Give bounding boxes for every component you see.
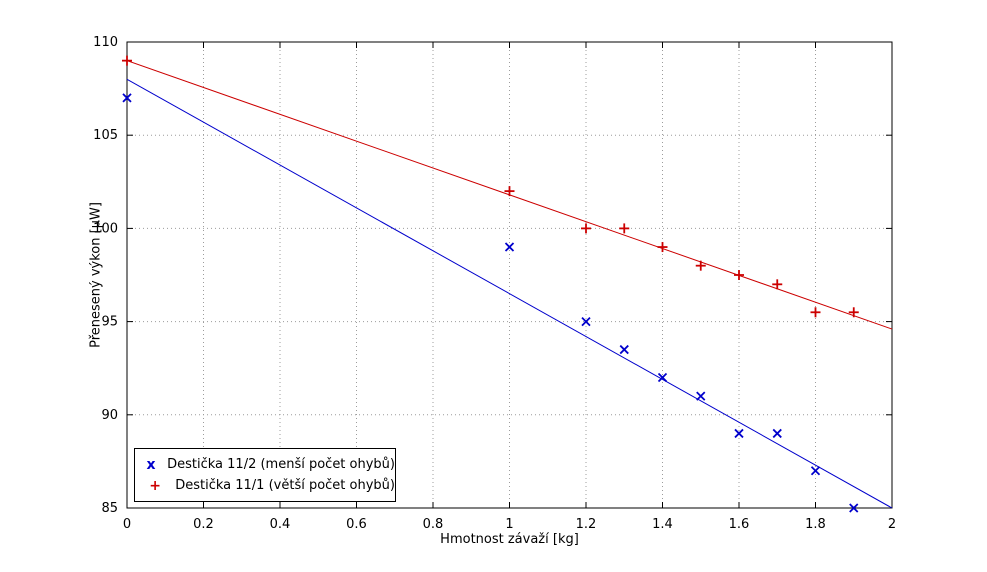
legend-label: Destička 11/2 (menší počet ohybů) — [167, 457, 395, 472]
svg-text:0: 0 — [123, 517, 131, 532]
svg-text:1.4: 1.4 — [652, 517, 673, 532]
legend-item-plate-11-2: x Destička 11/2 (menší počet ohybů) — [135, 454, 395, 475]
svg-text:90: 90 — [101, 408, 118, 423]
svg-text:110: 110 — [93, 35, 118, 50]
svg-text:0.6: 0.6 — [346, 517, 367, 532]
svg-text:1.2: 1.2 — [576, 517, 597, 532]
svg-text:0.2: 0.2 — [193, 517, 214, 532]
svg-text:105: 105 — [93, 128, 118, 143]
legend-label: Destička 11/1 (větší počet ohybů) — [175, 478, 395, 493]
legend: x Destička 11/2 (menší počet ohybů) + De… — [134, 448, 396, 502]
x-marker-icon: x — [146, 456, 156, 473]
svg-text:1.8: 1.8 — [805, 517, 826, 532]
svg-text:1: 1 — [505, 517, 513, 532]
svg-text:0.8: 0.8 — [423, 517, 444, 532]
svg-text:95: 95 — [101, 315, 118, 330]
svg-text:0.4: 0.4 — [270, 517, 291, 532]
x-axis-label: Hmotnost závaží [kg] — [440, 532, 579, 547]
plus-marker-icon: + — [149, 477, 161, 494]
svg-text:1.6: 1.6 — [729, 517, 750, 532]
svg-text:85: 85 — [101, 501, 118, 516]
svg-text:2: 2 — [888, 517, 896, 532]
legend-item-plate-11-1: + Destička 11/1 (větší počet ohybů) — [135, 475, 395, 496]
svg-text:100: 100 — [93, 221, 118, 236]
y-axis-label: Přenesený výkon [µW] — [88, 202, 104, 348]
